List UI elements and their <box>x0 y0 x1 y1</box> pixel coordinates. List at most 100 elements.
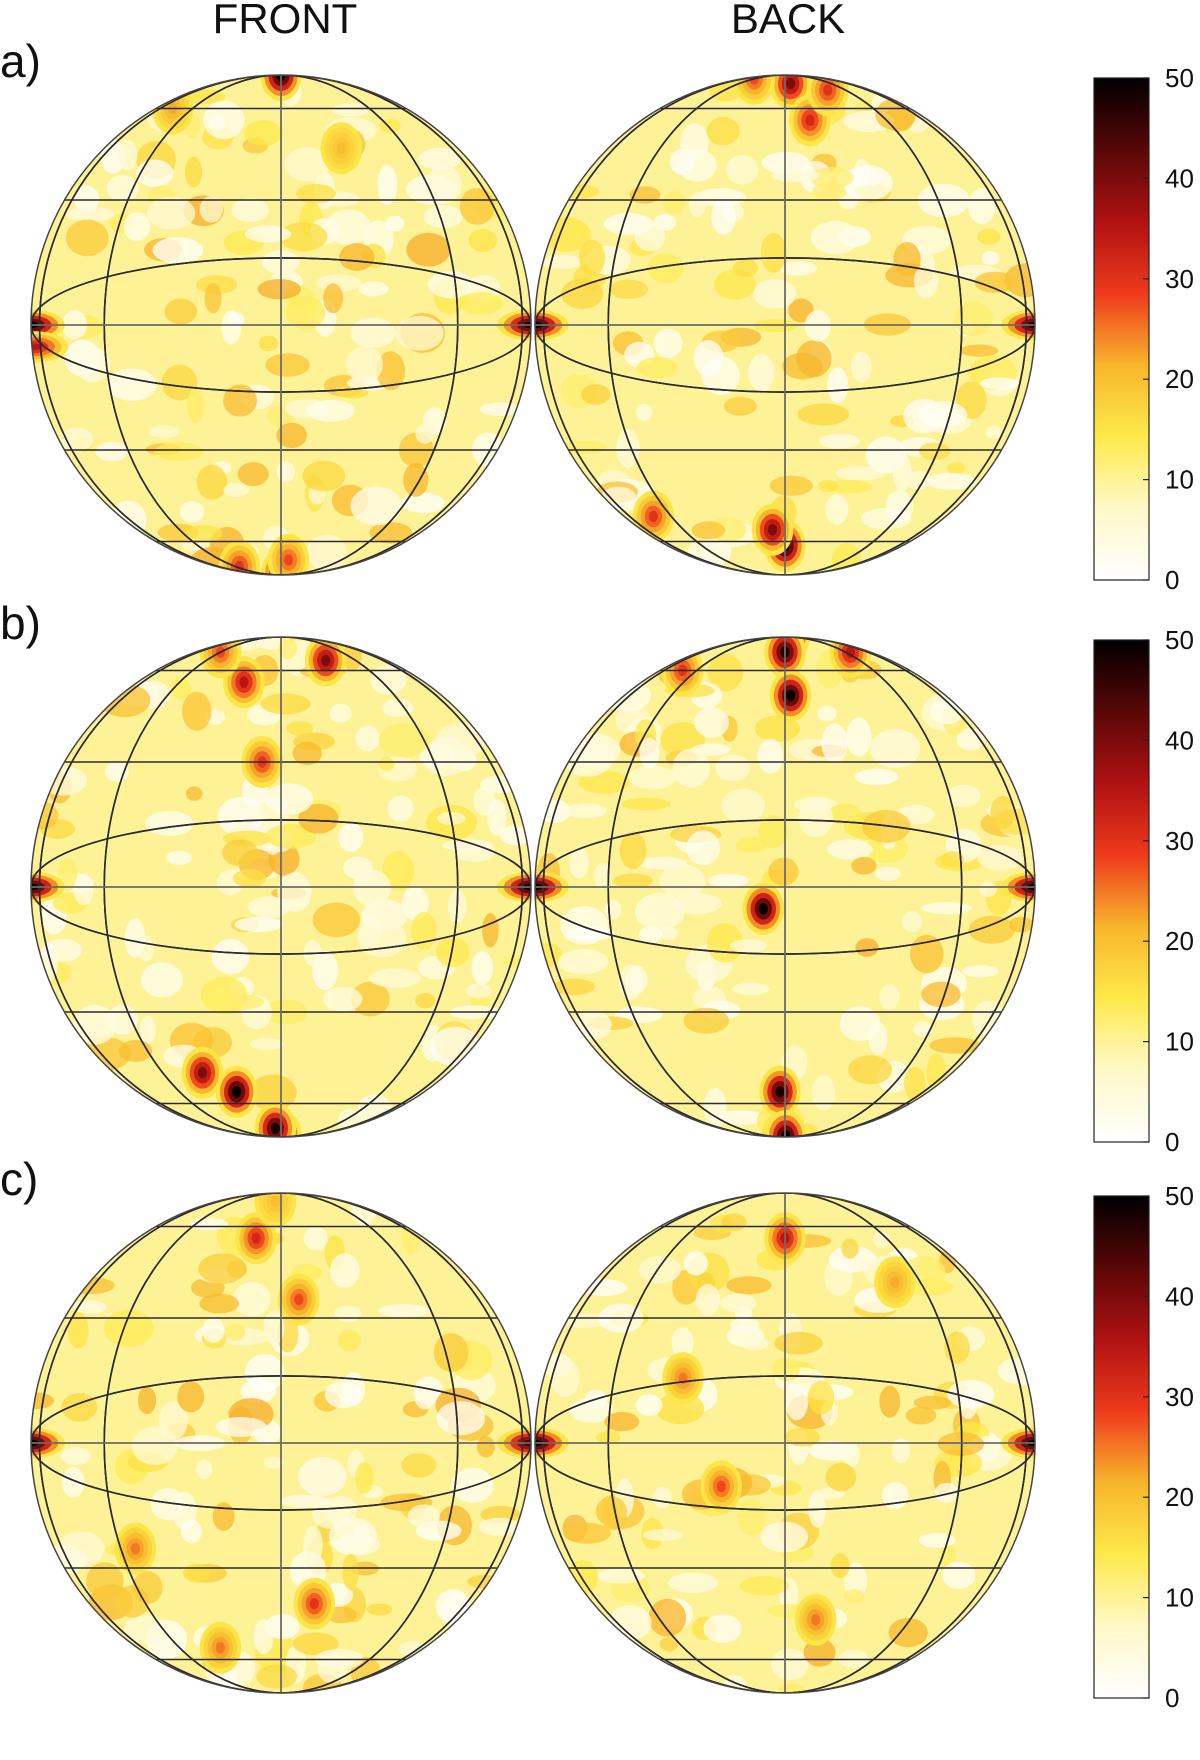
texture-blob <box>278 638 298 660</box>
texture-blob <box>407 1504 441 1529</box>
hotspot <box>769 669 812 722</box>
hotspot-contour <box>31 880 46 894</box>
texture-blob <box>357 919 407 958</box>
texture-blob <box>323 283 344 314</box>
texture-blob <box>433 1333 469 1372</box>
texture-blob <box>760 233 787 273</box>
texture-blob <box>903 398 946 434</box>
texture-blob <box>686 830 721 866</box>
texture-blob <box>487 799 507 836</box>
hotspot <box>254 1193 297 1228</box>
texture-blob <box>296 183 336 204</box>
texture-blob <box>137 1386 157 1415</box>
texture-blob <box>580 1279 628 1297</box>
texture-blob <box>376 351 406 391</box>
texture-blob <box>182 691 212 731</box>
colorbar-tick-label: 50 <box>1165 63 1194 93</box>
texture-blob <box>593 863 612 890</box>
panel-label: c) <box>0 1153 38 1205</box>
hotspot-contour <box>523 321 531 329</box>
texture-blob <box>921 981 961 1008</box>
texture-blob <box>827 839 873 860</box>
hotspot-contour <box>805 114 815 126</box>
texture-blob <box>937 1432 985 1456</box>
texture-blob <box>415 992 436 1009</box>
texture-blob <box>145 810 194 836</box>
hotspot <box>751 503 794 556</box>
texture-blob <box>196 464 228 500</box>
hotspot-contour <box>31 1439 39 1447</box>
texture-blob <box>302 460 346 492</box>
texture-blob <box>609 279 649 299</box>
texture-blob <box>825 494 849 525</box>
colorbar-tick-label: 10 <box>1165 465 1194 495</box>
texture-blob <box>105 761 129 782</box>
texture-blob <box>979 377 1019 390</box>
colorbar-tick-label: 40 <box>1165 725 1194 755</box>
texture-blob <box>638 1256 682 1284</box>
texture-blob <box>401 886 429 921</box>
texture-blob <box>703 1087 727 1128</box>
texture-blob <box>182 1563 211 1583</box>
hotspot-contour <box>1014 1433 1035 1453</box>
texture-blob <box>566 926 616 941</box>
texture-blob <box>729 1318 760 1332</box>
texture-blob <box>604 1411 640 1432</box>
texture-blob <box>103 1309 154 1347</box>
texture-blob <box>985 425 1002 439</box>
hotspot-contour <box>130 1542 140 1555</box>
texture-blob <box>276 422 308 448</box>
texture-blob <box>277 872 312 912</box>
hotspot <box>497 309 531 341</box>
texture-blob <box>369 522 412 544</box>
hotspot <box>254 1102 297 1137</box>
texture-blob <box>98 683 151 718</box>
texture-blob <box>426 164 462 204</box>
texture-blob <box>653 328 683 358</box>
hotspot <box>181 1046 224 1099</box>
texture-blob <box>578 770 630 794</box>
hotspot-contour <box>516 880 531 894</box>
texture-blob <box>257 637 286 650</box>
hotspot <box>759 1065 801 1118</box>
texture-blob <box>164 298 198 325</box>
texture-blob <box>659 864 706 898</box>
texture-blob <box>659 1636 679 1652</box>
texture-blob <box>353 869 392 907</box>
texture-blob <box>184 156 203 188</box>
hotspot <box>235 1212 277 1265</box>
texture-blob <box>680 123 709 161</box>
hotspot-contour <box>823 84 833 96</box>
texture-blob <box>683 1251 709 1276</box>
texture-blob <box>839 1006 881 1042</box>
texture-blob <box>683 1007 729 1034</box>
texture-blob <box>854 768 899 786</box>
texture-blob <box>171 678 192 699</box>
texture-blob <box>926 472 977 490</box>
texture-blob <box>758 815 788 849</box>
texture-blob <box>223 384 258 417</box>
texture-blob <box>280 1494 330 1508</box>
texture-blob <box>355 1461 374 1494</box>
texture-blob <box>354 874 373 887</box>
texture-blob <box>961 965 999 978</box>
hotspot-contour <box>786 77 796 90</box>
texture-blob <box>771 169 820 183</box>
texture-blob <box>835 466 885 481</box>
texture-blob <box>298 803 339 834</box>
texture-blob <box>303 1226 328 1251</box>
hotspot-contour <box>1020 1436 1035 1450</box>
texture-blob <box>810 220 860 255</box>
texture-blob <box>95 441 129 462</box>
texture-blob <box>67 1311 89 1349</box>
texture-blob <box>715 754 750 782</box>
texture-blob <box>107 368 157 401</box>
hotspot-contour <box>1020 880 1035 894</box>
texture-blob <box>60 1447 92 1466</box>
texture-blob <box>769 475 813 496</box>
texture-blob <box>990 795 1016 830</box>
texture-blob <box>136 159 174 188</box>
texture-blob <box>258 335 279 352</box>
hotspot-contour <box>845 646 856 658</box>
texture-blob <box>161 364 198 401</box>
